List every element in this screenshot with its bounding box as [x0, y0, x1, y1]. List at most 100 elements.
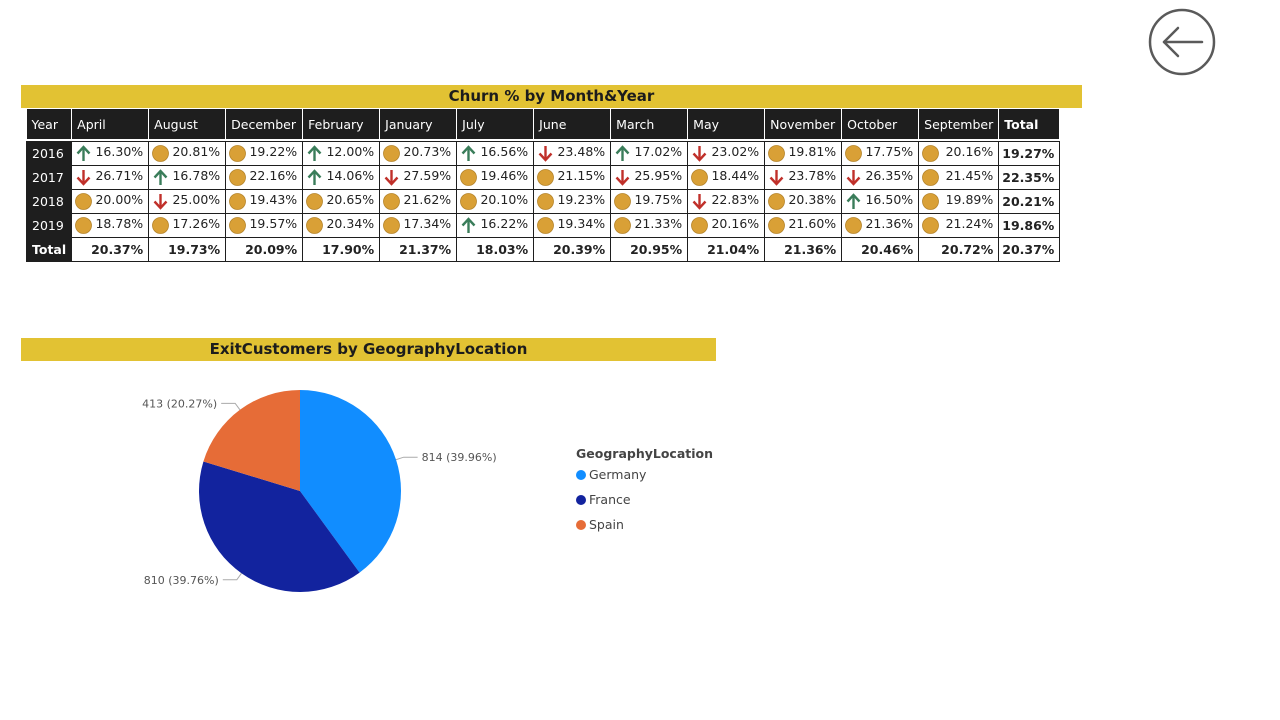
column-total-cell[interactable]: 20.46% — [841, 236, 920, 262]
column-header-total[interactable]: Total — [998, 109, 1061, 139]
column-header-july[interactable]: July — [456, 109, 535, 139]
row-header-year[interactable]: 2019 — [25, 212, 73, 238]
column-total-cell[interactable]: 20.37% — [71, 236, 150, 262]
churn-cell[interactable]: 17.34% — [379, 212, 458, 238]
row-total-cell[interactable]: 19.27% — [998, 140, 1061, 166]
column-header-january[interactable]: January — [379, 109, 458, 139]
churn-cell[interactable]: 21.62% — [379, 188, 458, 214]
churn-cell[interactable]: 21.33% — [610, 212, 689, 238]
row-total-cell[interactable]: 20.21% — [998, 188, 1061, 214]
churn-cell[interactable]: 21.24% — [918, 212, 1000, 238]
churn-matrix[interactable]: Year April August December February January Ju… — [25, 109, 1061, 262]
column-header-year[interactable]: Year — [26, 109, 73, 139]
churn-cell[interactable]: 26.71% — [71, 164, 150, 190]
column-header-august[interactable]: August — [148, 109, 227, 139]
churn-cell[interactable]: 19.57% — [225, 212, 304, 238]
pie-slice-germany[interactable] — [300, 390, 401, 573]
column-total-cell[interactable]: 19.73% — [148, 236, 227, 262]
row-total-cell[interactable]: 22.35% — [998, 164, 1061, 190]
column-header-october[interactable]: October — [841, 109, 920, 139]
churn-cell[interactable]: 21.60% — [764, 212, 843, 238]
column-total-cell[interactable]: 17.90% — [302, 236, 381, 262]
churn-cell[interactable]: 20.16% — [687, 212, 766, 238]
churn-cell[interactable]: 19.46% — [456, 164, 535, 190]
column-header-june[interactable]: June — [533, 109, 612, 139]
churn-cell[interactable]: 19.23% — [533, 188, 612, 214]
churn-cell[interactable]: 19.89% — [918, 188, 1000, 214]
column-header-november[interactable]: November — [764, 109, 843, 139]
column-header-may[interactable]: May — [687, 109, 766, 139]
churn-cell[interactable]: 20.81% — [148, 140, 227, 166]
column-header-march[interactable]: March — [610, 109, 689, 139]
churn-cell[interactable]: 16.78% — [148, 164, 227, 190]
churn-cell[interactable]: 19.43% — [225, 188, 304, 214]
column-total-cell[interactable]: 18.03% — [456, 236, 535, 262]
legend-item-spain[interactable]: Spain — [576, 517, 713, 542]
cell-value: 16.50% — [865, 192, 914, 207]
column-total-cell[interactable]: 21.36% — [764, 236, 843, 262]
churn-cell[interactable]: 21.45% — [918, 164, 1000, 190]
row-total-cell[interactable]: 19.86% — [998, 212, 1061, 238]
pie-slice-spain[interactable] — [203, 390, 300, 491]
churn-cell[interactable]: 20.10% — [456, 188, 535, 214]
churn-table-title: Churn % by Month&Year — [21, 85, 1082, 108]
arrow-up-icon — [306, 169, 323, 186]
churn-cell[interactable]: 18.44% — [687, 164, 766, 190]
churn-cell[interactable]: 20.16% — [918, 140, 1000, 166]
churn-cell[interactable]: 17.26% — [148, 212, 227, 238]
churn-cell[interactable]: 16.56% — [456, 140, 535, 166]
column-total-cell[interactable]: 20.39% — [533, 236, 612, 262]
circle-indicator-icon — [845, 217, 863, 234]
churn-cell[interactable]: 23.02% — [687, 140, 766, 166]
pie-leader-line — [222, 573, 242, 581]
column-total-cell[interactable]: 20.72% — [918, 236, 1000, 262]
column-header-december[interactable]: December — [225, 109, 304, 139]
churn-cell[interactable]: 18.78% — [71, 212, 150, 238]
row-header-year[interactable]: 2016 — [25, 140, 73, 166]
churn-cell[interactable]: 20.34% — [302, 212, 381, 238]
churn-cell[interactable]: 25.00% — [148, 188, 227, 214]
churn-cell[interactable]: 14.06% — [302, 164, 381, 190]
pie-leader-line — [221, 402, 241, 411]
column-total-cell[interactable]: 21.37% — [379, 236, 458, 262]
churn-cell[interactable]: 16.50% — [841, 188, 920, 214]
column-header-april[interactable]: April — [71, 109, 150, 139]
churn-cell[interactable]: 27.59% — [379, 164, 458, 190]
churn-cell[interactable]: 17.75% — [841, 140, 920, 166]
row-header-year[interactable]: 2017 — [25, 164, 73, 190]
cell-value: 19.23% — [557, 192, 606, 207]
churn-cell[interactable]: 20.00% — [71, 188, 150, 214]
back-button[interactable] — [1148, 8, 1216, 76]
churn-cell[interactable]: 12.00% — [302, 140, 381, 166]
churn-cell[interactable]: 25.95% — [610, 164, 689, 190]
churn-cell[interactable]: 22.83% — [687, 188, 766, 214]
churn-cell[interactable]: 19.81% — [764, 140, 843, 166]
churn-cell[interactable]: 22.16% — [225, 164, 304, 190]
column-total-cell[interactable]: 21.04% — [687, 236, 766, 262]
churn-cell[interactable]: 20.65% — [302, 188, 381, 214]
legend-item-france[interactable]: France — [576, 492, 713, 517]
cell-value: 16.78% — [172, 168, 221, 183]
churn-cell[interactable]: 21.15% — [533, 164, 612, 190]
row-header-year[interactable]: 2018 — [25, 188, 73, 214]
churn-cell[interactable]: 19.34% — [533, 212, 612, 238]
churn-cell[interactable]: 19.22% — [225, 140, 304, 166]
column-total-cell[interactable]: 20.95% — [610, 236, 689, 262]
column-header-september[interactable]: September — [918, 109, 1000, 139]
column-header-february[interactable]: February — [302, 109, 381, 139]
churn-cell[interactable]: 19.75% — [610, 188, 689, 214]
churn-cell[interactable]: 20.73% — [379, 140, 458, 166]
churn-cell[interactable]: 17.02% — [610, 140, 689, 166]
churn-cell[interactable]: 16.22% — [456, 212, 535, 238]
churn-cell[interactable]: 23.48% — [533, 140, 612, 166]
legend-item-germany[interactable]: Germany — [576, 467, 713, 492]
pie-chart[interactable]: 814 (39.96%) 810 (39.76%) 413 (20.27%) — [130, 380, 530, 610]
churn-cell[interactable]: 16.30% — [71, 140, 150, 166]
churn-cell[interactable]: 21.36% — [841, 212, 920, 238]
churn-cell[interactable]: 23.78% — [764, 164, 843, 190]
churn-cell[interactable]: 20.38% — [764, 188, 843, 214]
column-total-cell[interactable]: 20.37% — [998, 236, 1061, 262]
column-total-cell[interactable]: 20.09% — [225, 236, 304, 262]
pie-slice-france[interactable] — [199, 461, 360, 592]
churn-cell[interactable]: 26.35% — [841, 164, 920, 190]
